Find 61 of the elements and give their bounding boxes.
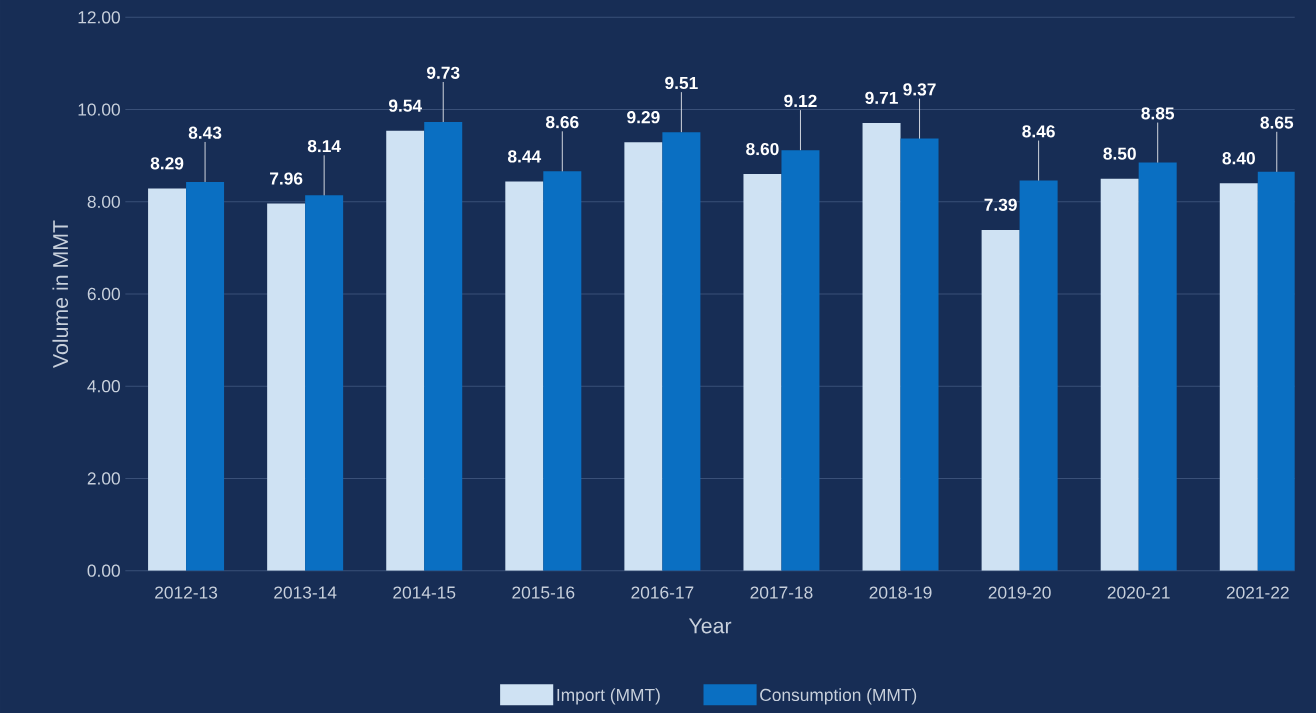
y-tick-label: 0.00 xyxy=(87,564,120,577)
bar xyxy=(981,229,1020,571)
legend-label: Consumption (MMT) xyxy=(760,688,917,705)
x-tick-label: 2014-15 xyxy=(393,586,456,599)
data-label: 8.44 xyxy=(507,150,542,163)
x-tick-label: 2019-20 xyxy=(988,586,1051,599)
data-label: 8.46 xyxy=(1022,125,1055,138)
x-tick-label: 2018-19 xyxy=(869,586,932,599)
data-label: 8.29 xyxy=(150,157,184,170)
x-tick-label: 2012-13 xyxy=(155,586,218,599)
bar xyxy=(743,173,782,571)
bar xyxy=(1100,178,1139,571)
data-label: 9.37 xyxy=(903,83,936,96)
y-tick-label: 12.00 xyxy=(78,11,120,24)
data-label: 8.50 xyxy=(1103,147,1136,160)
bar xyxy=(1138,162,1177,571)
data-label: 8.14 xyxy=(307,139,341,153)
data-label: 8.65 xyxy=(1260,116,1294,129)
bar xyxy=(1219,183,1258,571)
bar xyxy=(624,142,663,571)
bar xyxy=(148,188,187,571)
data-label: 7.39 xyxy=(984,198,1017,211)
bar xyxy=(662,131,701,571)
data-label: 9.29 xyxy=(627,110,660,124)
y-axis-title: Volume in MMT xyxy=(52,220,69,368)
bar xyxy=(781,149,820,571)
data-label: 8.85 xyxy=(1141,107,1175,120)
bar xyxy=(1019,180,1058,571)
x-tick-label: 2021-22 xyxy=(1226,586,1289,599)
bar xyxy=(386,130,425,571)
data-label: 9.71 xyxy=(865,91,898,104)
bar xyxy=(424,121,463,571)
data-label: 8.66 xyxy=(545,115,579,129)
bar xyxy=(1257,171,1295,571)
data-label: 7.96 xyxy=(270,172,303,185)
x-tick-label: 2015-16 xyxy=(512,586,575,599)
y-tick-label: 8.00 xyxy=(87,195,120,208)
bar xyxy=(305,195,344,571)
data-label: 9.51 xyxy=(665,76,698,89)
legend-label: Import (MMT) xyxy=(557,688,660,705)
bar xyxy=(543,171,582,571)
data-label: 8.60 xyxy=(746,142,779,156)
x-tick-label: 2017-18 xyxy=(750,586,813,599)
x-tick-label: 2013-14 xyxy=(274,586,337,599)
x-tick-label: 2016-17 xyxy=(631,586,694,599)
y-tick-label: 2.00 xyxy=(87,472,120,485)
data-label: 8.43 xyxy=(188,126,222,139)
data-label: 9.12 xyxy=(784,94,817,107)
data-label: 9.73 xyxy=(426,66,460,79)
data-label: 9.54 xyxy=(388,99,423,112)
data-label: 8.40 xyxy=(1222,151,1255,165)
bar xyxy=(900,138,939,571)
bar xyxy=(267,203,306,571)
y-tick-label: 4.00 xyxy=(87,379,120,393)
x-tick-label: 2020-21 xyxy=(1107,586,1170,599)
x-axis-title: Year xyxy=(688,618,732,634)
y-tick-label: 10.00 xyxy=(78,103,120,116)
bar xyxy=(862,122,901,571)
bar xyxy=(505,181,544,571)
y-tick-label: 6.00 xyxy=(87,287,120,300)
bar xyxy=(186,181,225,571)
